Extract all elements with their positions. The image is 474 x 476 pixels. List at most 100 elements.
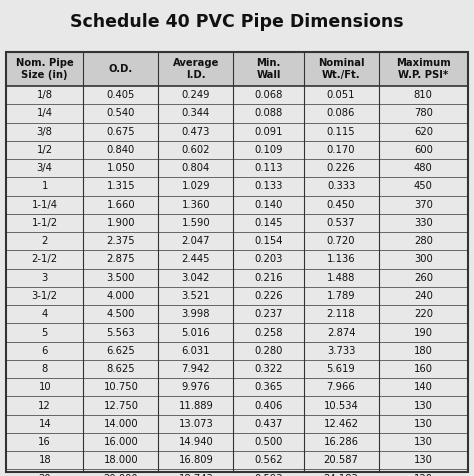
Text: 1.050: 1.050 (107, 163, 135, 173)
Text: 2: 2 (42, 236, 48, 246)
Text: 0.086: 0.086 (327, 109, 355, 119)
Text: 0.365: 0.365 (254, 382, 283, 392)
Text: 1.029: 1.029 (182, 181, 210, 191)
Text: 0.249: 0.249 (182, 90, 210, 100)
Text: 1-1/2: 1-1/2 (32, 218, 58, 228)
Text: 10.534: 10.534 (324, 400, 358, 411)
Text: 14: 14 (38, 419, 51, 429)
Text: 0.602: 0.602 (182, 145, 210, 155)
Text: 7.942: 7.942 (182, 364, 210, 374)
Text: 13.073: 13.073 (179, 419, 213, 429)
Text: 0.115: 0.115 (327, 127, 356, 137)
Text: Maximum
W.P. PSI*: Maximum W.P. PSI* (396, 58, 451, 80)
Text: 0.113: 0.113 (254, 163, 283, 173)
Text: 0.051: 0.051 (327, 90, 355, 100)
Text: 16: 16 (38, 437, 51, 447)
Text: 780: 780 (414, 109, 433, 119)
Text: Min.
Wall: Min. Wall (256, 58, 281, 80)
Text: 0.344: 0.344 (182, 109, 210, 119)
Text: 1/2: 1/2 (36, 145, 53, 155)
Text: 11.889: 11.889 (178, 400, 213, 411)
Text: 0.500: 0.500 (254, 437, 283, 447)
Text: 0.226: 0.226 (327, 163, 356, 173)
Text: 0.226: 0.226 (254, 291, 283, 301)
Text: 7.966: 7.966 (327, 382, 356, 392)
Text: 0.437: 0.437 (254, 419, 283, 429)
Text: 2.445: 2.445 (182, 255, 210, 265)
Text: Schedule 40 PVC Pipe Dimensions: Schedule 40 PVC Pipe Dimensions (70, 13, 404, 31)
Text: 0.322: 0.322 (254, 364, 283, 374)
Text: 480: 480 (414, 163, 433, 173)
Text: 12.462: 12.462 (324, 419, 358, 429)
Text: 0.216: 0.216 (254, 273, 283, 283)
Text: 120: 120 (414, 474, 433, 476)
Bar (6, 52, 468, 472)
Text: 6.031: 6.031 (182, 346, 210, 356)
Text: 20: 20 (38, 474, 51, 476)
Text: 10: 10 (38, 382, 51, 392)
Text: 1-1/4: 1-1/4 (32, 200, 58, 210)
Text: 0.473: 0.473 (182, 127, 210, 137)
Text: 0.140: 0.140 (254, 200, 283, 210)
Text: 10.750: 10.750 (103, 382, 138, 392)
Text: 2.875: 2.875 (107, 255, 135, 265)
Text: 0.450: 0.450 (327, 200, 355, 210)
Text: 240: 240 (414, 291, 433, 301)
Text: O.D.: O.D. (109, 64, 133, 74)
Text: 4.500: 4.500 (107, 309, 135, 319)
Text: 2.874: 2.874 (327, 327, 355, 337)
Text: 1.136: 1.136 (327, 255, 356, 265)
Text: 1/8: 1/8 (36, 90, 53, 100)
Text: 18.000: 18.000 (104, 456, 138, 466)
Text: 3.521: 3.521 (182, 291, 210, 301)
Text: 130: 130 (414, 437, 433, 447)
Text: 0.804: 0.804 (182, 163, 210, 173)
Text: Average
I.D.: Average I.D. (173, 58, 219, 80)
Text: 3.042: 3.042 (182, 273, 210, 283)
Text: 300: 300 (414, 255, 433, 265)
Text: 2.047: 2.047 (182, 236, 210, 246)
Text: 0.406: 0.406 (254, 400, 283, 411)
Text: 18.743: 18.743 (179, 474, 213, 476)
Text: 16.809: 16.809 (178, 456, 213, 466)
Text: 330: 330 (414, 218, 433, 228)
Text: 12.750: 12.750 (103, 400, 138, 411)
Text: 450: 450 (414, 181, 433, 191)
Text: 0.333: 0.333 (327, 181, 355, 191)
Text: 3: 3 (42, 273, 48, 283)
Bar (6, 52, 468, 86)
Text: 8: 8 (42, 364, 48, 374)
Text: 1.315: 1.315 (107, 181, 135, 191)
Text: 600: 600 (414, 145, 433, 155)
Text: 4: 4 (42, 309, 48, 319)
Text: 0.109: 0.109 (254, 145, 283, 155)
Text: 220: 220 (414, 309, 433, 319)
Text: 14.940: 14.940 (179, 437, 213, 447)
Text: 12: 12 (38, 400, 51, 411)
Text: 0.537: 0.537 (327, 218, 355, 228)
Text: 0.091: 0.091 (254, 127, 283, 137)
Text: 6.625: 6.625 (107, 346, 135, 356)
Text: 18: 18 (38, 456, 51, 466)
Text: 5.016: 5.016 (182, 327, 210, 337)
Text: 140: 140 (414, 382, 433, 392)
Text: 0.593: 0.593 (254, 474, 283, 476)
Text: 0.088: 0.088 (255, 109, 283, 119)
Text: 260: 260 (414, 273, 433, 283)
Text: 16.286: 16.286 (324, 437, 358, 447)
Text: 130: 130 (414, 456, 433, 466)
Text: 1.590: 1.590 (182, 218, 210, 228)
Text: 190: 190 (414, 327, 433, 337)
Text: 2.118: 2.118 (327, 309, 356, 319)
Text: Nominal
Wt./Ft.: Nominal Wt./Ft. (318, 58, 364, 80)
Text: 1.789: 1.789 (327, 291, 356, 301)
Text: 0.237: 0.237 (254, 309, 283, 319)
Text: 1: 1 (42, 181, 48, 191)
Text: 1.360: 1.360 (182, 200, 210, 210)
Text: 0.154: 0.154 (254, 236, 283, 246)
Text: 1.900: 1.900 (107, 218, 135, 228)
Text: 3.998: 3.998 (182, 309, 210, 319)
Text: 1.660: 1.660 (107, 200, 135, 210)
Text: 0.280: 0.280 (254, 346, 283, 356)
Text: 1.488: 1.488 (327, 273, 355, 283)
